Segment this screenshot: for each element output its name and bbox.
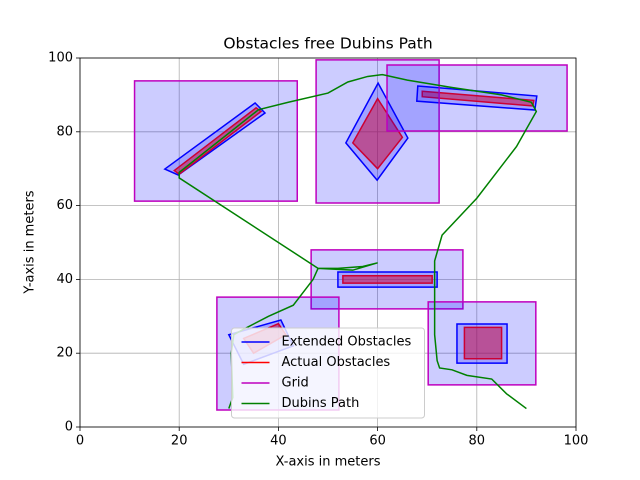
polygon	[351, 97, 404, 170]
x-axis-label: X-axis in meters	[276, 455, 381, 470]
y-tick-label: 0	[65, 420, 73, 435]
x-tick-label: 40	[270, 434, 287, 449]
y-tick-label: 40	[56, 272, 73, 287]
axes-frame	[79, 57, 577, 428]
path-line	[178, 73, 538, 410]
legend-box	[231, 327, 425, 419]
polygon	[315, 59, 440, 204]
chart-title: Obstacles free Dubins Path	[223, 35, 432, 53]
x-tick-label: 100	[564, 434, 589, 449]
y-tick-label: 100	[48, 51, 73, 66]
polygon	[386, 64, 568, 132]
y-tick-label: 60	[56, 198, 73, 213]
polygon	[133, 80, 298, 202]
x-tick-label: 0	[76, 434, 84, 449]
legend-label: Grid	[282, 376, 309, 391]
x-tick-label: 60	[369, 434, 386, 449]
y-axis-label: Y-axis in meters	[23, 190, 38, 294]
x-tick-label: 80	[469, 434, 486, 449]
polygon	[427, 301, 537, 386]
legend-label: Dubins Path	[282, 396, 360, 411]
y-tick-label: 80	[56, 124, 73, 139]
polygon	[463, 326, 503, 360]
legend-label: Extended Obstacles	[282, 335, 412, 350]
legend-label: Actual Obstacles	[282, 355, 391, 370]
x-tick-label: 20	[171, 434, 188, 449]
polygon	[342, 274, 433, 284]
polygon	[310, 249, 464, 310]
y-tick-label: 20	[56, 346, 73, 361]
legend: Extended Obstacles Actual Obstacles Grid Du…	[231, 327, 425, 419]
